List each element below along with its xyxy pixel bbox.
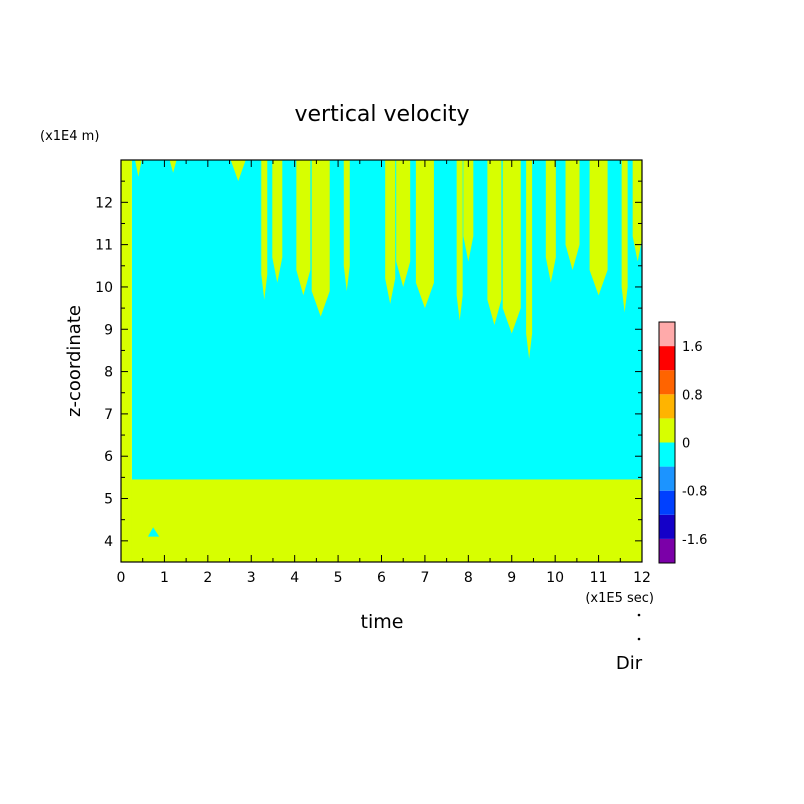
colorbar-swatch bbox=[659, 394, 675, 419]
colorbar-swatch bbox=[659, 322, 675, 347]
colorbar-swatch bbox=[659, 442, 675, 467]
direction-marker-dot bbox=[637, 637, 641, 641]
upward-velocity-plume bbox=[311, 160, 330, 317]
x-tick-label: 11 bbox=[590, 570, 608, 586]
direction-marker-dot bbox=[637, 613, 641, 617]
upward-velocity-plume bbox=[261, 160, 268, 300]
x-unit-label: (x1E5 sec) bbox=[585, 591, 654, 606]
upward-velocity-plume bbox=[343, 160, 350, 292]
contour-plot-area bbox=[121, 160, 642, 562]
upward-velocity-plume bbox=[385, 160, 396, 304]
upward-velocity-plume bbox=[526, 160, 533, 359]
y-tick-label: 4 bbox=[104, 534, 113, 550]
x-tick-label: 6 bbox=[377, 570, 386, 586]
y-tick-label: 7 bbox=[104, 407, 113, 423]
colorbar-swatch bbox=[659, 514, 675, 539]
y-tick-label: 6 bbox=[104, 449, 113, 465]
upward-velocity-plume bbox=[589, 160, 608, 296]
positive-velocity-left-column bbox=[121, 160, 132, 562]
colorbar-swatch bbox=[659, 418, 675, 443]
x-tick-label: 1 bbox=[160, 570, 169, 586]
y-unit-label: (x1E4 m) bbox=[40, 129, 99, 144]
colorbar-swatch bbox=[659, 370, 675, 395]
upward-velocity-plume bbox=[396, 160, 411, 287]
upward-velocity-plume bbox=[502, 160, 521, 334]
colorbar-swatch bbox=[659, 346, 675, 371]
negative-velocity-patch bbox=[147, 527, 160, 537]
x-axis: 0 1 2 3 4 5 6 7 8 9 10 11 12 bbox=[117, 160, 651, 586]
colorbar-swatch bbox=[659, 490, 675, 515]
y-tick-label: 8 bbox=[104, 365, 113, 381]
colorbar-swatch bbox=[659, 538, 675, 563]
upward-velocity-plume bbox=[487, 160, 502, 326]
chart-title: vertical velocity bbox=[294, 102, 469, 127]
x-tick-label: 9 bbox=[507, 570, 516, 586]
x-tick-label: 7 bbox=[420, 570, 429, 586]
colorbar-tick-label: 1.6 bbox=[682, 340, 703, 355]
upward-velocity-plume bbox=[545, 160, 556, 283]
upward-velocity-plume bbox=[296, 160, 311, 296]
y-axis: 4 5 6 7 8 9 10 11 12 bbox=[95, 180, 642, 563]
x-tick-label: 2 bbox=[203, 570, 212, 586]
x-tick-label: 12 bbox=[633, 570, 651, 586]
upward-velocity-plume bbox=[169, 160, 177, 173]
colorbar-swatch bbox=[659, 466, 675, 491]
upward-velocity-plume bbox=[621, 160, 628, 313]
upward-velocity-plume bbox=[135, 160, 142, 177]
x-tick-label: 10 bbox=[546, 570, 564, 586]
colorbar-tick-label: 0.8 bbox=[682, 388, 703, 403]
x-tick-label: 3 bbox=[247, 570, 256, 586]
y-tick-label: 11 bbox=[95, 238, 113, 254]
x-axis-label: time bbox=[361, 611, 404, 633]
upward-velocity-plume bbox=[632, 160, 642, 262]
colorbar-tick-label: -0.8 bbox=[682, 485, 707, 500]
upward-velocity-plume bbox=[565, 160, 580, 271]
colorbar-frame bbox=[658, 321, 676, 564]
y-tick-label: 5 bbox=[104, 492, 113, 508]
positive-velocity-region bbox=[121, 479, 642, 562]
upward-velocity-plume bbox=[456, 160, 463, 321]
y-tick-label: 9 bbox=[104, 322, 113, 338]
x-tick-label: 0 bbox=[117, 570, 126, 586]
upward-velocity-plume bbox=[415, 160, 434, 309]
upward-velocity-plume bbox=[230, 160, 246, 182]
y-axis-label: z-coordinate bbox=[64, 305, 85, 417]
upward-velocity-plume bbox=[463, 160, 474, 262]
x-tick-label: 8 bbox=[464, 570, 473, 586]
colorbar-tick-label: 0 bbox=[682, 437, 690, 452]
direction-label: Dir bbox=[616, 653, 643, 674]
y-tick-label: 12 bbox=[95, 195, 113, 211]
colorbar-tick-label: -1.6 bbox=[682, 533, 707, 548]
x-tick-label: 4 bbox=[290, 570, 299, 586]
y-tick-label: 10 bbox=[95, 280, 113, 296]
colorbar: 1.6 0.8 0 -0.8 -1.6 bbox=[658, 321, 707, 564]
x-tick-label: 5 bbox=[334, 570, 343, 586]
upward-velocity-plume bbox=[272, 160, 283, 283]
